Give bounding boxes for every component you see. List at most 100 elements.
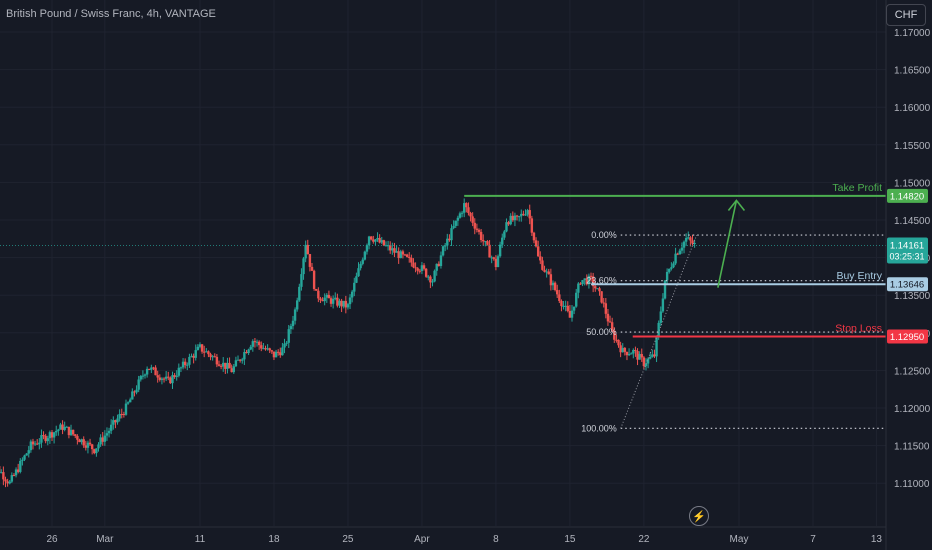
candle-body bbox=[579, 283, 582, 285]
candle-body bbox=[564, 305, 567, 307]
candle-body bbox=[539, 256, 542, 261]
candle-body bbox=[665, 271, 669, 281]
candle-body bbox=[644, 363, 648, 367]
candle-body bbox=[310, 266, 314, 271]
candle-body bbox=[156, 375, 159, 378]
candle-body bbox=[285, 342, 288, 344]
level-name: Buy Entry bbox=[836, 270, 882, 282]
candle-body bbox=[266, 348, 269, 350]
candle-body bbox=[99, 437, 102, 445]
candle-body bbox=[367, 236, 371, 246]
candle-body bbox=[283, 343, 286, 348]
candle-body bbox=[632, 349, 635, 354]
candle-body bbox=[209, 354, 212, 358]
candle-body bbox=[412, 262, 415, 268]
price-tick-label: 1.17000 bbox=[894, 28, 931, 39]
candle-body bbox=[36, 443, 39, 445]
price-tick-label: 1.15500 bbox=[894, 141, 931, 152]
candle-body bbox=[475, 228, 479, 230]
candle-body bbox=[403, 254, 407, 256]
candle-body bbox=[613, 330, 616, 340]
candle-body bbox=[16, 469, 20, 472]
candle-body bbox=[507, 222, 510, 225]
candle-body bbox=[101, 437, 104, 442]
candle-body bbox=[272, 351, 276, 358]
candle-body bbox=[501, 237, 504, 245]
time-tick-label: 7 bbox=[810, 534, 816, 545]
candle-body bbox=[38, 442, 41, 445]
candle-body bbox=[74, 434, 77, 436]
candle-body bbox=[276, 351, 280, 353]
candle-body bbox=[12, 475, 16, 477]
candle-body bbox=[536, 246, 540, 257]
candle-body bbox=[181, 361, 185, 368]
candle-body bbox=[88, 442, 92, 445]
candle-body bbox=[372, 239, 375, 242]
currency-button[interactable]: CHF bbox=[886, 4, 926, 26]
candle-body bbox=[234, 360, 238, 367]
candle-body bbox=[623, 347, 627, 352]
candle-body bbox=[515, 215, 519, 217]
candle-body bbox=[183, 361, 187, 366]
candle-body bbox=[222, 362, 225, 367]
candle-body bbox=[389, 245, 392, 251]
candle-body bbox=[46, 438, 49, 442]
candle-body bbox=[378, 237, 381, 243]
candle-body bbox=[568, 310, 572, 318]
candle-body bbox=[627, 353, 631, 356]
price-tick-label: 1.12000 bbox=[894, 404, 931, 415]
candle-body bbox=[405, 254, 409, 257]
price-tick-label: 1.16500 bbox=[894, 66, 931, 77]
candle-body bbox=[205, 351, 208, 353]
candle-body bbox=[114, 420, 117, 423]
candle-body bbox=[296, 300, 299, 310]
candle-body bbox=[668, 268, 671, 272]
candle-body bbox=[386, 245, 390, 247]
candle-body bbox=[418, 270, 422, 272]
candle-body bbox=[249, 346, 252, 350]
candle-body bbox=[547, 271, 550, 275]
candle-body bbox=[160, 378, 164, 380]
candle-body bbox=[414, 267, 417, 269]
projection-arrow-head bbox=[727, 199, 746, 211]
level-name: Stop Loss bbox=[835, 323, 882, 335]
candle-body bbox=[482, 240, 485, 242]
candle-body bbox=[608, 321, 612, 323]
candle-body bbox=[443, 245, 447, 247]
candle-body bbox=[171, 375, 174, 384]
candle-body bbox=[338, 300, 341, 306]
candle-body bbox=[80, 439, 83, 443]
candle-body bbox=[0, 472, 3, 474]
candle-body bbox=[215, 356, 219, 365]
candle-body bbox=[255, 341, 259, 343]
candle-body bbox=[420, 265, 424, 271]
candle-body bbox=[456, 217, 460, 221]
lightning-icon[interactable]: ⚡ bbox=[689, 506, 709, 526]
candle-body bbox=[78, 439, 81, 443]
candle-body bbox=[640, 354, 643, 358]
candle-body bbox=[122, 414, 126, 416]
candle-body bbox=[65, 426, 68, 428]
candle-body bbox=[82, 439, 85, 446]
candle-body bbox=[262, 348, 265, 350]
candle-body bbox=[55, 430, 58, 433]
candle-body bbox=[488, 244, 491, 258]
candle-body bbox=[646, 358, 650, 364]
candle-body bbox=[560, 300, 563, 307]
candle-body bbox=[606, 313, 610, 322]
candle-body bbox=[682, 241, 686, 248]
candle-body bbox=[672, 263, 675, 268]
candle-body bbox=[522, 213, 525, 215]
candle-body bbox=[424, 268, 428, 277]
candle-body bbox=[243, 352, 246, 360]
candle-body bbox=[61, 424, 64, 430]
time-tick-label: 8 bbox=[493, 534, 499, 545]
candle-body bbox=[137, 379, 140, 390]
candle-body bbox=[496, 256, 500, 268]
candle-body bbox=[619, 345, 622, 353]
time-tick-label: 11 bbox=[195, 534, 206, 545]
candle-body bbox=[621, 347, 624, 353]
candle-body bbox=[143, 374, 147, 376]
candle-body bbox=[63, 426, 66, 430]
